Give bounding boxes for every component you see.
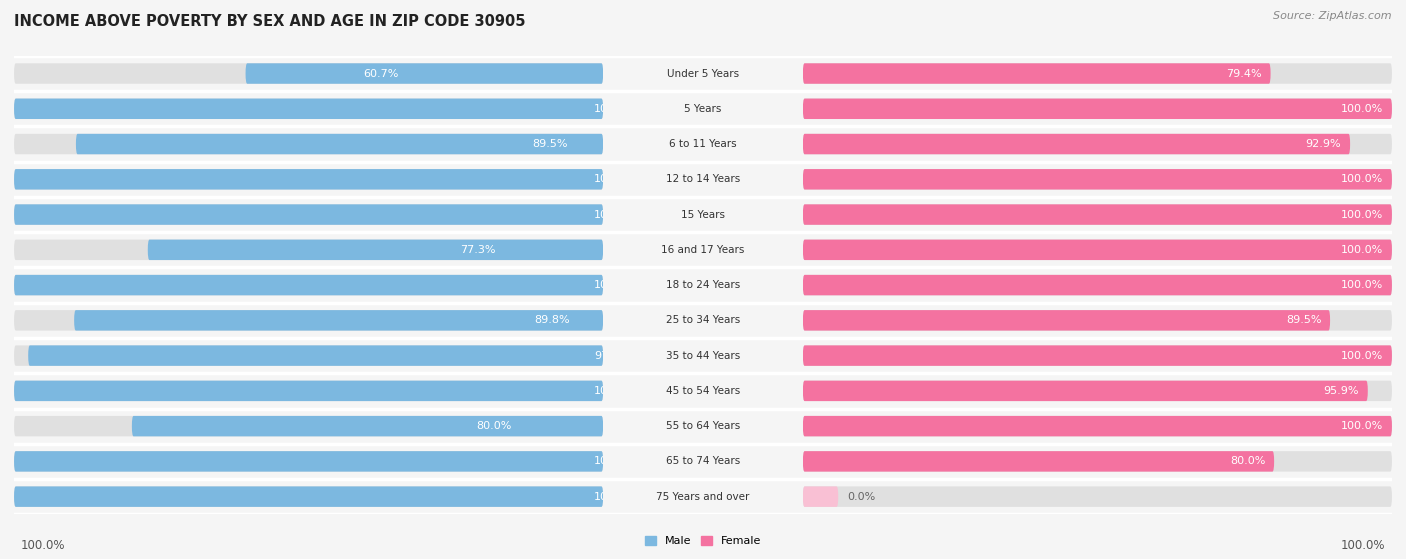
Text: 45 to 54 Years: 45 to 54 Years	[666, 386, 740, 396]
Text: 0.0%: 0.0%	[846, 492, 876, 501]
Text: 100.0%: 100.0%	[1341, 174, 1384, 184]
Text: 100.0%: 100.0%	[1341, 245, 1384, 255]
Text: 100.0%: 100.0%	[1341, 210, 1384, 220]
FancyBboxPatch shape	[14, 451, 603, 472]
Text: 89.5%: 89.5%	[533, 139, 568, 149]
FancyBboxPatch shape	[14, 134, 603, 154]
Text: 100.0%: 100.0%	[595, 280, 637, 290]
FancyBboxPatch shape	[803, 134, 1350, 154]
Text: 89.8%: 89.8%	[534, 315, 569, 325]
Text: 100.0%: 100.0%	[1340, 538, 1385, 552]
Text: 15 Years: 15 Years	[681, 210, 725, 220]
Text: 77.3%: 77.3%	[461, 245, 496, 255]
FancyBboxPatch shape	[803, 310, 1392, 330]
FancyBboxPatch shape	[14, 381, 603, 401]
FancyBboxPatch shape	[803, 381, 1368, 401]
Text: 100.0%: 100.0%	[1341, 421, 1384, 431]
FancyBboxPatch shape	[14, 310, 603, 330]
FancyBboxPatch shape	[803, 240, 1392, 260]
Text: 95.9%: 95.9%	[1323, 386, 1360, 396]
Text: 60.7%: 60.7%	[363, 69, 398, 78]
FancyBboxPatch shape	[803, 451, 1274, 472]
Text: 35 to 44 Years: 35 to 44 Years	[666, 350, 740, 361]
FancyBboxPatch shape	[14, 451, 603, 472]
FancyBboxPatch shape	[803, 205, 1392, 225]
Text: 100.0%: 100.0%	[595, 456, 637, 466]
Text: 92.9%: 92.9%	[1306, 139, 1341, 149]
Text: 79.4%: 79.4%	[1226, 69, 1261, 78]
FancyBboxPatch shape	[803, 310, 1330, 330]
FancyBboxPatch shape	[14, 63, 603, 84]
Text: 100.0%: 100.0%	[595, 492, 637, 501]
FancyBboxPatch shape	[76, 134, 603, 154]
Text: 100.0%: 100.0%	[1341, 104, 1384, 114]
FancyBboxPatch shape	[14, 486, 603, 507]
Text: 6 to 11 Years: 6 to 11 Years	[669, 139, 737, 149]
FancyBboxPatch shape	[246, 63, 603, 84]
FancyBboxPatch shape	[14, 169, 603, 190]
FancyBboxPatch shape	[803, 275, 1392, 295]
FancyBboxPatch shape	[14, 416, 603, 437]
FancyBboxPatch shape	[803, 486, 1392, 507]
Text: 75 Years and over: 75 Years and over	[657, 492, 749, 501]
Text: 100.0%: 100.0%	[595, 104, 637, 114]
FancyBboxPatch shape	[803, 63, 1392, 84]
FancyBboxPatch shape	[803, 240, 1392, 260]
Legend: Male, Female: Male, Female	[641, 532, 765, 551]
FancyBboxPatch shape	[75, 310, 603, 330]
FancyBboxPatch shape	[14, 98, 603, 119]
Text: 12 to 14 Years: 12 to 14 Years	[666, 174, 740, 184]
FancyBboxPatch shape	[803, 205, 1392, 225]
FancyBboxPatch shape	[14, 275, 603, 295]
FancyBboxPatch shape	[14, 205, 603, 225]
FancyBboxPatch shape	[14, 275, 603, 295]
Text: 100.0%: 100.0%	[1341, 350, 1384, 361]
Text: 55 to 64 Years: 55 to 64 Years	[666, 421, 740, 431]
Text: 100.0%: 100.0%	[21, 538, 66, 552]
Text: 97.6%: 97.6%	[595, 350, 630, 361]
Text: 5 Years: 5 Years	[685, 104, 721, 114]
FancyBboxPatch shape	[14, 240, 603, 260]
Text: 100.0%: 100.0%	[595, 386, 637, 396]
FancyBboxPatch shape	[14, 98, 603, 119]
FancyBboxPatch shape	[803, 98, 1392, 119]
FancyBboxPatch shape	[803, 134, 1392, 154]
Text: 100.0%: 100.0%	[1341, 280, 1384, 290]
Text: 18 to 24 Years: 18 to 24 Years	[666, 280, 740, 290]
FancyBboxPatch shape	[14, 345, 603, 366]
Text: 89.5%: 89.5%	[1285, 315, 1322, 325]
FancyBboxPatch shape	[14, 205, 603, 225]
Text: INCOME ABOVE POVERTY BY SEX AND AGE IN ZIP CODE 30905: INCOME ABOVE POVERTY BY SEX AND AGE IN Z…	[14, 14, 526, 29]
Text: Under 5 Years: Under 5 Years	[666, 69, 740, 78]
Text: 25 to 34 Years: 25 to 34 Years	[666, 315, 740, 325]
FancyBboxPatch shape	[803, 381, 1392, 401]
FancyBboxPatch shape	[803, 416, 1392, 437]
FancyBboxPatch shape	[803, 486, 838, 507]
FancyBboxPatch shape	[132, 416, 603, 437]
FancyBboxPatch shape	[14, 486, 603, 507]
Text: 16 and 17 Years: 16 and 17 Years	[661, 245, 745, 255]
FancyBboxPatch shape	[14, 169, 603, 190]
FancyBboxPatch shape	[803, 345, 1392, 366]
Text: 80.0%: 80.0%	[1230, 456, 1265, 466]
FancyBboxPatch shape	[28, 345, 603, 366]
FancyBboxPatch shape	[803, 345, 1392, 366]
FancyBboxPatch shape	[148, 240, 603, 260]
FancyBboxPatch shape	[803, 63, 1271, 84]
Text: 100.0%: 100.0%	[595, 210, 637, 220]
FancyBboxPatch shape	[803, 451, 1392, 472]
FancyBboxPatch shape	[803, 416, 1392, 437]
FancyBboxPatch shape	[803, 169, 1392, 190]
Text: 100.0%: 100.0%	[595, 174, 637, 184]
FancyBboxPatch shape	[14, 381, 603, 401]
FancyBboxPatch shape	[803, 98, 1392, 119]
FancyBboxPatch shape	[803, 169, 1392, 190]
Text: Source: ZipAtlas.com: Source: ZipAtlas.com	[1274, 11, 1392, 21]
Text: 65 to 74 Years: 65 to 74 Years	[666, 456, 740, 466]
Text: 80.0%: 80.0%	[477, 421, 512, 431]
FancyBboxPatch shape	[803, 275, 1392, 295]
